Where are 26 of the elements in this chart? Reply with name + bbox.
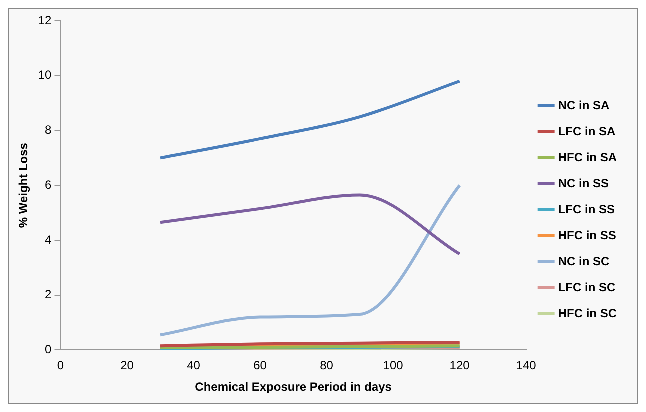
x-tick-label: 20 — [120, 358, 134, 373]
y-tick-label: 6 — [45, 178, 52, 192]
x-tick-label: 40 — [187, 358, 201, 373]
legend-label: LFC in SA — [558, 124, 616, 138]
x-tick-label: 140 — [516, 358, 537, 373]
y-tick-label: 2 — [45, 288, 52, 302]
legend-label: NC in SA — [558, 98, 610, 112]
y-tick-label: 12 — [38, 13, 52, 28]
legend-label: NC in SS — [558, 176, 610, 190]
x-tick-label: 60 — [254, 358, 268, 373]
legend-label: LFC in SS — [558, 202, 616, 216]
legend-label: HFC in SA — [558, 150, 618, 164]
x-tick-label: 80 — [320, 358, 334, 373]
legend-label: HFC in SS — [558, 228, 616, 242]
legend-label: NC in SC — [558, 254, 610, 268]
y-tick-label: 4 — [45, 232, 52, 247]
y-tick-label: 0 — [45, 342, 52, 357]
y-axis-title: % Weight Loss — [16, 142, 31, 228]
x-tick-label: 120 — [450, 358, 470, 373]
x-tick-label: 0 — [57, 358, 64, 373]
x-axis-title: Chemical Exposure Period in days — [195, 380, 392, 394]
y-tick-label: 10 — [38, 68, 52, 82]
legend-label: LFC in SC — [558, 280, 616, 294]
x-tick-label: 100 — [383, 358, 404, 373]
legend-label: HFC in SC — [558, 306, 618, 320]
y-tick-label: 8 — [45, 123, 52, 138]
